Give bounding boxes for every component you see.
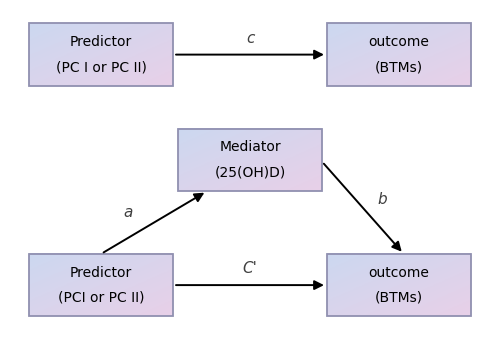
- Text: (BTMs): (BTMs): [374, 291, 423, 305]
- Text: C': C': [242, 261, 258, 276]
- Text: Predictor: Predictor: [70, 265, 132, 280]
- Text: (BTMs): (BTMs): [374, 60, 423, 74]
- Text: a: a: [123, 205, 132, 220]
- Text: Predictor: Predictor: [70, 35, 132, 49]
- Text: b: b: [377, 192, 387, 207]
- Text: outcome: outcome: [368, 35, 429, 49]
- Text: (25(OH)D): (25(OH)D): [214, 165, 286, 179]
- Text: Mediator: Mediator: [219, 141, 281, 154]
- Text: (PC I or PC II): (PC I or PC II): [56, 60, 146, 74]
- Text: c: c: [246, 31, 254, 46]
- Text: outcome: outcome: [368, 265, 429, 280]
- Text: (PCI or PC II): (PCI or PC II): [58, 291, 144, 305]
